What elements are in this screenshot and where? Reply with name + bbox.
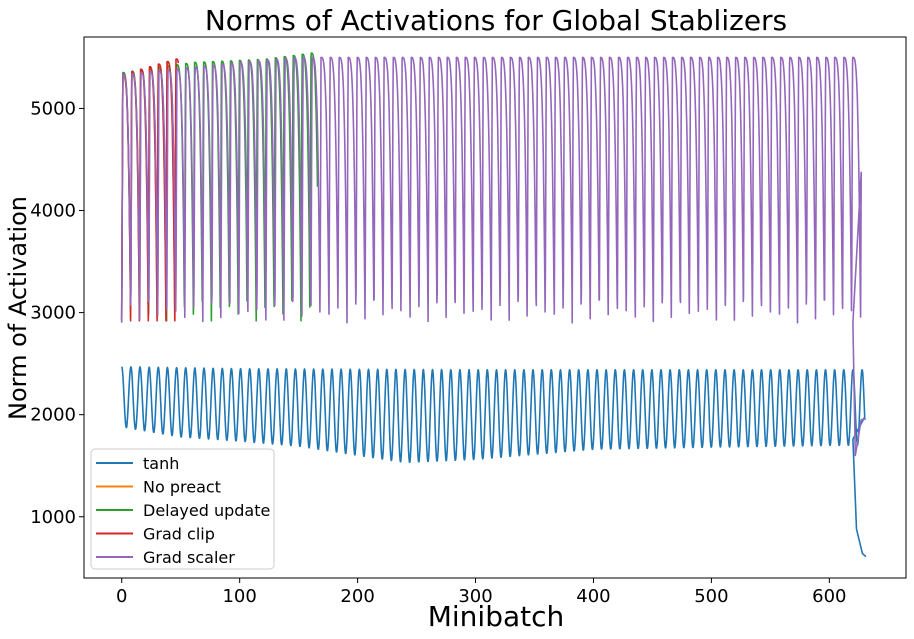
legend-items: tanh No preact Delayed update Grad clip Grad… — [96, 454, 270, 567]
x-tick-label: 600 — [812, 586, 846, 607]
series-line-grad-scaler — [120, 56, 867, 457]
series-line-tanh — [120, 366, 867, 558]
chart-title: Norms of Activations for Global Stablize… — [205, 4, 787, 37]
series-layer — [120, 52, 867, 558]
y-tick-label: 2000 — [30, 405, 76, 426]
legend-label: Grad clip — [143, 525, 215, 544]
y-tick-label: 3000 — [30, 303, 76, 324]
x-tick-label: 300 — [458, 586, 492, 607]
x-tick-label: 400 — [576, 586, 610, 607]
legend-label: tanh — [143, 454, 179, 473]
x-axis-label: Minibatch — [428, 600, 565, 633]
plot-frame — [83, 36, 907, 579]
y-axis-label: Norm of Activation — [4, 196, 32, 420]
y-axis-ticks: 1000 2000 3000 4000 5000 — [30, 98, 84, 528]
legend-label: No preact — [143, 478, 221, 497]
x-tick-label: 100 — [222, 586, 256, 607]
x-tick-label: 0 — [116, 586, 127, 607]
legend-label: Grad scaler — [143, 548, 235, 567]
legend: tanh No preact Delayed update Grad clip Grad… — [90, 448, 275, 570]
y-tick-label: 4000 — [30, 201, 76, 222]
y-tick-label: 5000 — [30, 98, 76, 119]
legend-label: Delayed update — [143, 501, 270, 520]
x-tick-label: 200 — [340, 586, 374, 607]
x-axis-ticks: 0 100 200 300 400 500 600 — [116, 578, 847, 607]
y-tick-label: 1000 — [30, 507, 76, 528]
x-tick-label: 500 — [694, 586, 728, 607]
legend-box — [90, 448, 275, 570]
plot-area: 0 100 200 300 400 500 600 1000 2000 3000 4000 5000 — [30, 36, 907, 607]
